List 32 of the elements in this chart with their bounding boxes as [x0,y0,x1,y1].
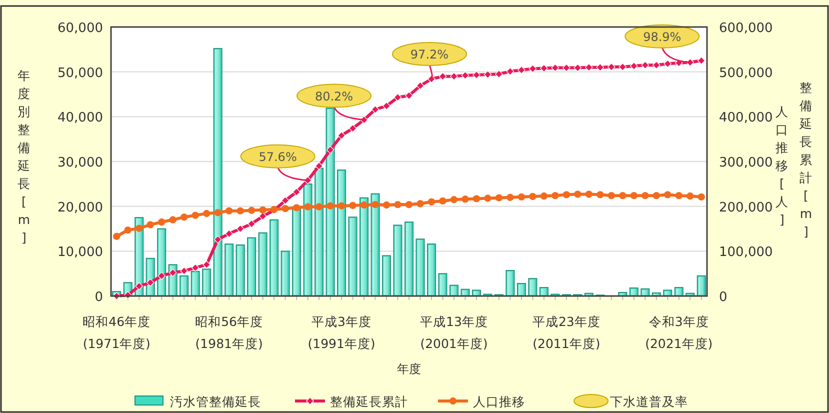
annotation: 98.9% [643,30,682,44]
y-tick-label: 20,000 [58,200,103,216]
legend-label: 人口推移 [473,394,525,409]
y-tick-label: 10,000 [58,245,103,260]
y2-tick-label: 600,000 [719,21,773,36]
legend-label: 整備延長累計 [330,394,408,409]
y2-tick-label: 0 [719,290,728,305]
y-tick-label: 0 [94,290,103,305]
y2-tick-label: 300,000 [719,156,773,170]
text: 整備延長累計[m] [800,80,812,239]
x-tick-label: 平成23年度 (2011年度) [532,314,600,351]
legend-label: 汚水管整備延長 [170,394,261,409]
x-tick-label: 平成3年度 (1991年度) [308,314,376,351]
y2-tick-label: 400,000 [719,110,773,126]
y-tick-label: 60,000 [58,21,103,36]
y2-tick-label: 100,000 [719,245,773,260]
x-tick-label: 昭和46年度 (1971年度) [82,314,151,351]
y-tick-label: 40,000 [58,110,103,126]
x-axis-title: 年度 [397,362,421,376]
text: 人口推移[人] [776,104,788,227]
y-tick-label: 50,000 [58,66,103,81]
x-tick-label: 令和3年度 (2021年度) [645,314,713,351]
text: 下水道普及率 [610,394,688,409]
y2-tick-label: 500,000 [719,66,773,81]
annotation: 97.2% [410,48,449,62]
x-tick-label: 平成13年度 (2001年度) [420,314,488,351]
annotation: 80.2% [314,89,354,104]
y2-tick-label: 200,000 [719,200,773,216]
annotation: 57.6% [258,150,297,164]
x-tick-label: 昭和56年度 (1981年度) [195,314,264,351]
y-tick-label: 30,000 [58,156,103,170]
text: 年度別整備延長[m] [18,68,30,245]
